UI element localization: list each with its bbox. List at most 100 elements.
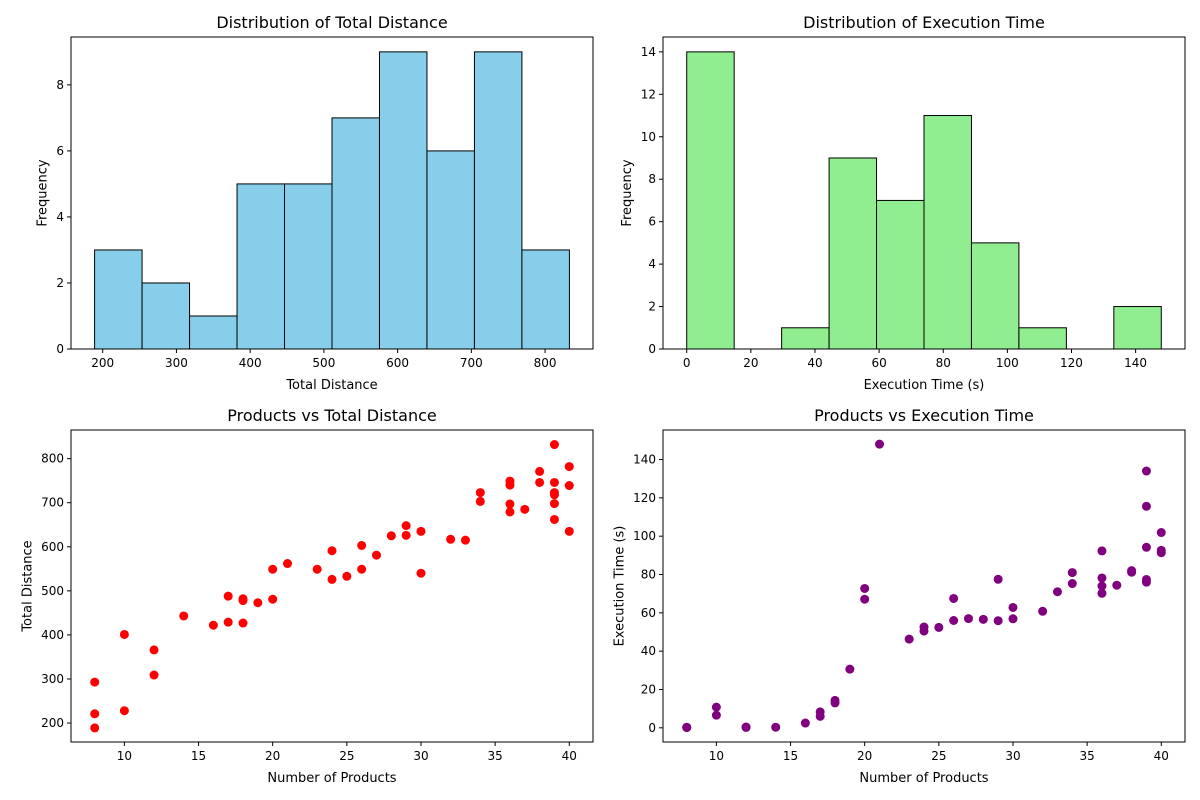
chart-3: 10 15 20 25 30 35 40 200 300 400 500 600 700 800 Produ… [21, 406, 594, 786]
scatter-point-44 [1141, 577, 1151, 587]
y-tick-label-1: 0 [648, 342, 656, 356]
histogram-bar-9 [473, 51, 523, 350]
x-tick-label-7: 800 [534, 356, 557, 370]
histogram-bar-6 [923, 115, 972, 350]
scatter-point-45 [1156, 528, 1166, 538]
scatter-point-24 [357, 564, 367, 574]
scatter-point-30 [416, 568, 426, 578]
x-tick-label-7: 120 [1060, 356, 1083, 370]
histogram-bar-8 [1018, 327, 1067, 350]
histogram-bar-7 [378, 51, 428, 350]
scatter-point-11 [223, 617, 233, 627]
scatter-point-47 [549, 514, 559, 524]
scatter-point-21 [949, 593, 959, 603]
scatter-point-3 [711, 702, 721, 712]
scatter-point-25 [371, 550, 381, 560]
scatter-point-30 [1052, 587, 1062, 597]
scatter-point-20 [327, 546, 337, 556]
y-tick-label-3: 400 [41, 628, 64, 642]
y-axis-label: Frequency [620, 159, 635, 226]
scatter-point-25 [993, 574, 1003, 584]
scatter-point-37 [505, 499, 515, 509]
y-tick-label-2: 20 [641, 682, 656, 696]
axes-frame [662, 429, 1186, 743]
scatter-point-38 [505, 507, 515, 517]
scatter-point-18 [283, 559, 293, 569]
histogram-bar-1 [94, 249, 143, 350]
x-tick-label-2: 20 [743, 356, 758, 370]
scatter-point-39 [520, 504, 530, 514]
y-tick-label-1: 0 [648, 721, 656, 735]
scatter-point-27 [1008, 602, 1018, 612]
scatter-point-8 [179, 611, 189, 621]
x-tick-label-7: 40 [1154, 749, 1169, 763]
y-tick-label-3: 4 [56, 210, 64, 224]
x-tick-label-3: 400 [239, 356, 262, 370]
chart-2: 0 20 40 60 80 100 120 140 0 2 4 6 8 10 12 14 Distributio… [620, 13, 1186, 393]
x-axis-label: Total Distance [285, 378, 377, 393]
histogram-bar-3 [781, 327, 830, 350]
x-tick-label-2: 300 [165, 356, 188, 370]
histogram-bar-4 [236, 183, 286, 350]
scatter-point-6 [741, 722, 751, 732]
histogram-bar-3 [189, 315, 238, 350]
scatter-point-36 [505, 480, 515, 490]
scatter-point-4 [119, 629, 129, 639]
histogram-bar-1 [686, 51, 735, 350]
scatter-point-42 [1141, 542, 1151, 552]
x-axis-label: Number of Products [859, 771, 988, 786]
scatter-point-26 [386, 531, 396, 541]
histogram-bar-5 [876, 199, 925, 350]
scatter-point-41 [535, 477, 545, 487]
scatter-point-12 [830, 698, 840, 708]
scatter-point-21 [327, 574, 337, 584]
scatter-point-31 [446, 534, 456, 544]
y-tick-label-4: 500 [41, 584, 64, 598]
scatter-point-28 [401, 530, 411, 540]
scatter-point-19 [312, 564, 322, 574]
y-tick-label-2: 2 [648, 300, 656, 314]
x-tick-label-2: 15 [191, 749, 206, 763]
y-tick-label-6: 10 [641, 130, 656, 144]
scatter-point-8 [800, 718, 810, 728]
y-tick-label-3: 40 [641, 644, 656, 658]
x-tick-label-1: 200 [91, 356, 114, 370]
scatter-point-7 [771, 722, 781, 732]
scatter-point-9 [208, 620, 218, 630]
chart-title: Products vs Total Distance [227, 406, 436, 425]
scatter-point-29 [416, 526, 426, 536]
scatter-point-50 [564, 526, 574, 536]
plot-area [663, 430, 1185, 742]
scatter-point-5 [119, 706, 129, 716]
chart-1: 200 300 400 500 600 700 800 0 2 4 6 8 Distribution o… [36, 13, 594, 393]
scatter-point-35 [1097, 581, 1107, 591]
chart-title: Distribution of Total Distance [216, 13, 447, 32]
scatter-point-1 [90, 677, 100, 687]
y-tick-label-7: 120 [633, 491, 656, 505]
y-tick-label-2: 2 [56, 276, 64, 290]
scatter-point-48 [564, 462, 574, 472]
y-tick-label-2: 300 [41, 672, 64, 686]
scatter-point-23 [963, 614, 973, 624]
scatter-point-31 [1067, 568, 1077, 578]
scatter-point-22 [342, 571, 352, 581]
y-tick-label-5: 8 [56, 78, 64, 92]
histogram-bar-4 [828, 157, 878, 350]
x-tick-label-5: 30 [1005, 749, 1020, 763]
scatter-point-49 [564, 481, 574, 491]
axes-frame [70, 36, 594, 350]
scatter-point-3 [90, 723, 100, 733]
y-tick-label-1: 200 [41, 716, 64, 730]
x-tick-label-6: 35 [487, 749, 502, 763]
chart-title: Distribution of Execution Time [803, 13, 1045, 32]
y-tick-label-6: 700 [41, 496, 64, 510]
x-tick-label-3: 20 [265, 749, 280, 763]
scatter-point-29 [1038, 606, 1048, 616]
scatter-point-41 [1141, 501, 1151, 511]
chart-4: 10 15 20 25 30 35 40 0 20 40 60 80 100 120 140 Products… [613, 406, 1186, 786]
scatter-point-10 [223, 591, 233, 601]
scatter-point-27 [401, 521, 411, 531]
histogram-bar-10 [521, 249, 570, 350]
scatter-point-33 [1097, 546, 1107, 556]
scatter-point-22 [949, 615, 959, 625]
